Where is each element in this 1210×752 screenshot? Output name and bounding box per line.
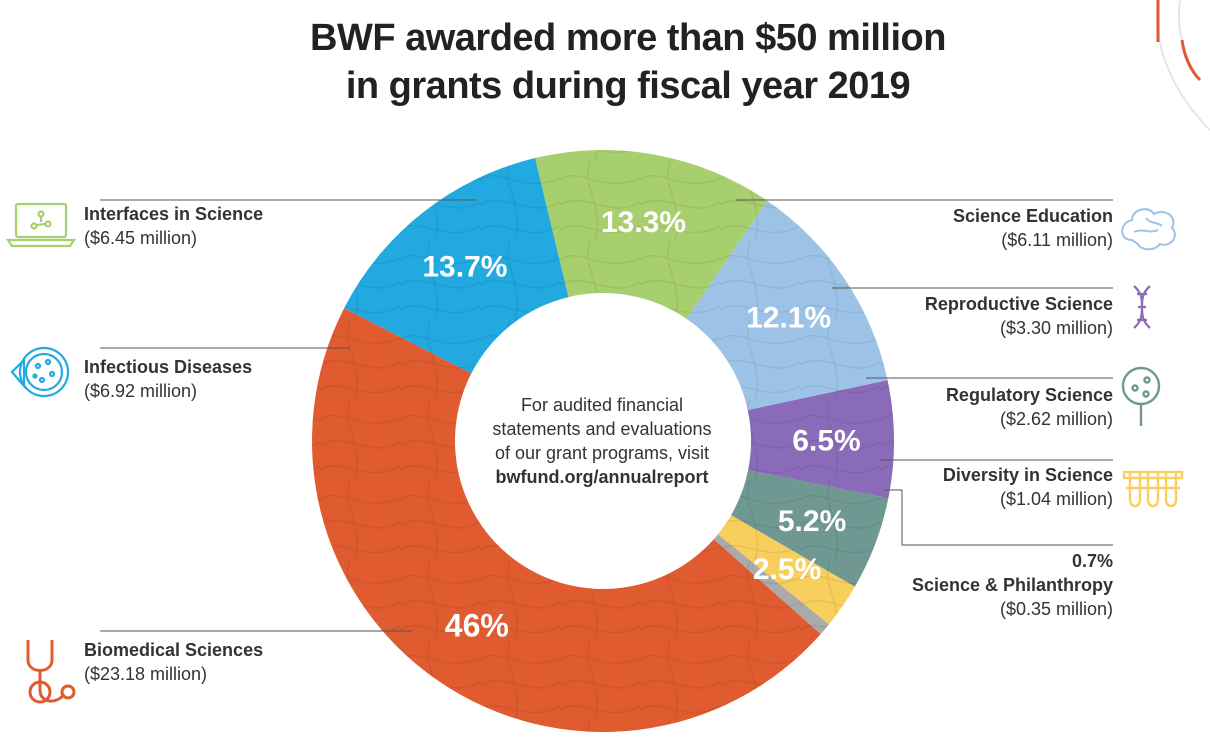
- category-amount-regulatory-science: ($2.62 million): [1000, 409, 1113, 429]
- category-name-diversity-in-science: Diversity in Science: [943, 465, 1113, 485]
- title-line-2: in grants during fiscal year 2019: [345, 65, 911, 107]
- center-note-line-2: statements and evaluations: [492, 419, 712, 439]
- category-amount-biomedical-sciences: ($23.18 million): [84, 664, 207, 684]
- center-note: For audited financial statements and eva…: [462, 393, 742, 489]
- category-amount-reproductive-science: ($3.30 million): [1000, 318, 1113, 338]
- test-tubes-icon: [1122, 470, 1184, 508]
- brain-icon: [1121, 208, 1176, 251]
- annual-report-link[interactable]: bwfund.org/annualreport: [495, 467, 709, 487]
- leader-lines: [100, 199, 1113, 632]
- slice-texture-science-education: [686, 200, 888, 411]
- percent-label-biomedical-sciences: 46%: [445, 607, 509, 643]
- slice-texture-regulatory-science: [731, 470, 889, 587]
- slice-texture-interfaces-in-science: [535, 150, 768, 319]
- dna-icon: [1133, 285, 1151, 329]
- slice-texture-biomedical-sciences: [312, 308, 821, 732]
- category-name-science-education: Science Education: [953, 206, 1113, 226]
- category-amount-science-education: ($6.11 million): [1001, 230, 1113, 250]
- category-icons: [5, 202, 1184, 704]
- category-labels: Interfaces in Science ($6.45 million) Scie…: [84, 204, 1113, 684]
- percent-label-reproductive-science: 6.5%: [792, 425, 860, 458]
- decorative-arcs: [1155, 0, 1210, 131]
- percent-label-diversity-in-science: 2.5%: [753, 553, 821, 586]
- category-amount-infectious-diseases: ($6.92 million): [84, 381, 197, 401]
- percent-label-science-philanthropy: 0.7%: [1072, 551, 1113, 571]
- chart-title: BWF awarded more than $50 million in gra…: [0, 14, 1210, 110]
- percent-label-regulatory-science: 5.2%: [778, 505, 846, 538]
- category-name-regulatory-science: Regulatory Science: [946, 385, 1113, 405]
- category-name-interfaces-in-science: Interfaces in Science: [84, 204, 263, 224]
- percent-label-interfaces-in-science: 13.3%: [601, 206, 686, 239]
- center-note-line-1: For audited financial: [520, 395, 684, 415]
- slice-texture-diversity-in-science: [717, 515, 855, 625]
- center-note-line-3: of our grant programs, visit: [494, 443, 710, 463]
- category-name-biomedical-sciences: Biomedical Sciences: [84, 640, 263, 660]
- leader-line-5: [884, 489, 1113, 546]
- category-name-science-philanthropy: Science & Philanthropy: [912, 575, 1113, 595]
- title-line-1: BWF awarded more than $50 million: [310, 17, 946, 59]
- laptop-icon: [5, 202, 77, 248]
- percent-label-science-education: 12.1%: [746, 302, 831, 335]
- slice-texture-infectious-diseases: [344, 158, 569, 374]
- category-amount-interfaces-in-science: ($6.45 million): [84, 228, 197, 248]
- magnifier-icon: [1121, 366, 1161, 426]
- category-amount-science-philanthropy: ($0.35 million): [1000, 599, 1113, 619]
- donut-slices: [312, 150, 894, 732]
- stethoscope-icon: [26, 640, 76, 704]
- slice-texture-reproductive-science: [747, 380, 894, 499]
- category-name-reproductive-science: Reproductive Science: [925, 294, 1113, 314]
- percent-label-infectious-diseases: 13.7%: [422, 250, 507, 283]
- percent-labels: 13.3% 12.1% 6.5% 5.2% 2.5% 46% 13.7%: [422, 206, 860, 643]
- petri-dish-icon: [10, 346, 70, 398]
- category-amount-diversity-in-science: ($1.04 million): [1000, 489, 1113, 509]
- category-name-infectious-diseases: Infectious Diseases: [84, 357, 252, 377]
- slice-texture-science-philanthropy: [713, 534, 829, 635]
